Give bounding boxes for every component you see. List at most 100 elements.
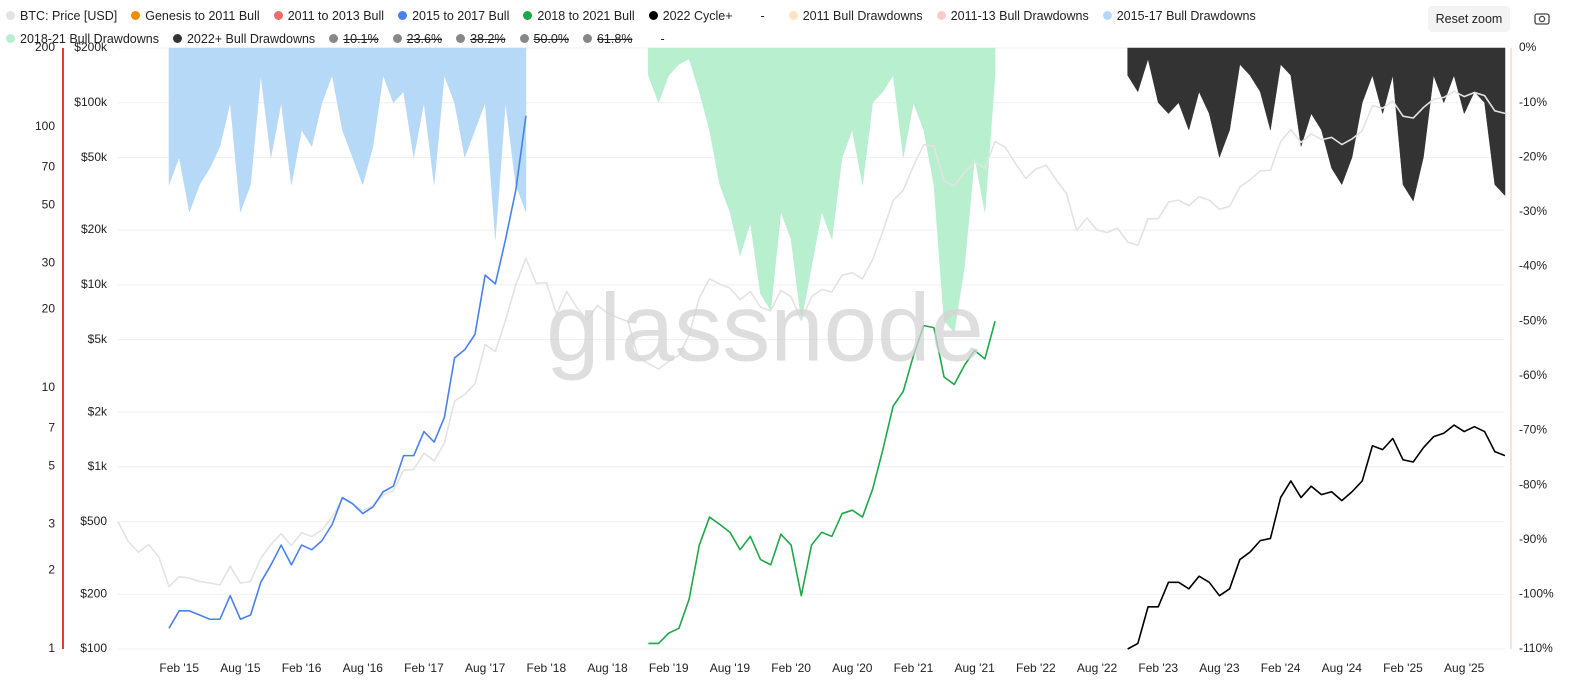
y2-tick-label: 7 (48, 420, 55, 434)
y2-tick-label: 3 (48, 517, 55, 531)
y2-tick-label: 5 (48, 459, 55, 473)
legend-label: Genesis to 2011 Bull (145, 8, 260, 23)
drawdown-area (1127, 47, 1506, 202)
legend-item[interactable]: BTC: Price [USD] (6, 4, 117, 27)
legend-swatch (456, 34, 466, 43)
legend-item[interactable]: 2011-13 Bull Drawdowns (936, 4, 1089, 27)
legend-item[interactable]: 2011 to 2013 Bull (273, 4, 385, 27)
legend-item[interactable]: 2022+ Bull Drawdowns (172, 27, 316, 50)
y3-tick-label: -20% (1519, 149, 1547, 163)
series-line (1127, 424, 1506, 650)
legend-item[interactable]: 2018-21 Bull Drawdowns (6, 27, 159, 50)
legend-item[interactable]: 2022 Cycle+ (648, 4, 733, 27)
legend-item[interactable]: 2015 to 2017 Bull (398, 4, 509, 27)
x-tick-label: Feb '21 (894, 661, 934, 675)
y3-tick-label: 0% (1519, 40, 1537, 54)
y2-tick-label: 2 (48, 563, 55, 577)
legend-label: 23.6% (406, 31, 443, 46)
legend-swatch (582, 34, 592, 43)
x-tick-label: Feb '17 (404, 661, 444, 675)
legend-label: 2018-21 Bull Drawdowns (20, 31, 159, 46)
y3-tick-label: -30% (1519, 204, 1547, 218)
y-tick-label: $1k (88, 459, 108, 473)
y3-tick-label: -60% (1519, 368, 1547, 382)
legend-label: 38.2% (470, 31, 506, 46)
y2-tick-label: 1 (48, 641, 55, 655)
y3-tick-label: -90% (1519, 532, 1547, 546)
x-tick-label: Aug '19 (710, 661, 751, 675)
camera-body (1534, 13, 1550, 25)
legend-item[interactable]: 38.2% (456, 27, 506, 50)
legend-swatch (936, 11, 946, 20)
series-line (168, 115, 527, 629)
legend-label: 2022+ Bull Drawdowns (186, 31, 316, 46)
y-tick-label: $20k (81, 222, 108, 236)
legend-swatch (1102, 11, 1112, 20)
y3-tick-label: -110% (1519, 641, 1553, 655)
legend-item[interactable]: 2011 Bull Drawdowns (788, 4, 923, 27)
legend-label: - (660, 31, 665, 46)
legend-swatch (392, 34, 402, 43)
camera-lens (1538, 15, 1546, 23)
y-tick-label: $200k (74, 40, 108, 54)
x-tick-label: Feb '18 (527, 661, 567, 675)
y-tick-label: $10k (81, 277, 108, 291)
y3-tick-label: -40% (1519, 259, 1547, 273)
watermark: glassnode (546, 274, 984, 381)
legend-swatch (6, 34, 15, 43)
legend-item[interactable]: 2018 to 2021 Bull (523, 4, 635, 27)
x-tick-label: Aug '20 (832, 661, 873, 675)
legend-swatch (398, 11, 408, 20)
x-tick-label: Feb '23 (1138, 661, 1178, 675)
legend-label: 2018 to 2021 Bull (537, 8, 635, 23)
x-tick-label: Feb '22 (1016, 661, 1056, 675)
camera-icon[interactable] (1534, 13, 1550, 25)
legend-item[interactable]: 10.1% (329, 27, 379, 50)
y-tick-label: $200 (80, 586, 107, 600)
legend-swatch (329, 34, 339, 43)
legend-item[interactable]: Genesis to 2011 Bull (131, 4, 260, 27)
y-tick-label: $50k (81, 150, 108, 164)
y-tick-label: $100k (74, 95, 108, 109)
x-tick-label: Aug '18 (587, 661, 628, 675)
legend-swatch (131, 11, 141, 20)
y2-tick-label: 30 (42, 255, 56, 269)
x-tick-label: Feb '20 (771, 661, 811, 675)
legend-swatch (6, 11, 15, 20)
y3-tick-label: -50% (1519, 313, 1547, 327)
x-tick-label: Aug '22 (1077, 661, 1118, 675)
x-tick-label: Feb '15 (159, 661, 199, 675)
y2-tick-label: 100 (35, 119, 55, 133)
legend-label: 2011 to 2013 Bull (287, 8, 385, 23)
legend-item[interactable]: 23.6% (392, 27, 443, 50)
y-tick-label: $500 (80, 514, 107, 528)
x-tick-label: Aug '24 (1322, 661, 1363, 675)
legend-label: - (760, 8, 765, 23)
x-tick-label: Aug '15 (220, 661, 261, 675)
legend-label: 2015-17 Bull Drawdowns (1116, 8, 1256, 23)
legend-swatch (273, 11, 283, 20)
y3-tick-label: -80% (1519, 477, 1547, 491)
y2-tick-label: 70 (42, 159, 56, 173)
x-tick-label: Feb '19 (649, 661, 689, 675)
legend-item[interactable]: - (660, 27, 664, 50)
legend-item[interactable]: 2015-17 Bull Drawdowns (1102, 4, 1256, 27)
y3-tick-label: -70% (1519, 423, 1547, 437)
legend-item[interactable]: 50.0% (519, 27, 569, 50)
x-tick-label: Aug '25 (1444, 661, 1485, 675)
legend-item[interactable]: 61.8% (582, 27, 633, 50)
legend-swatch (523, 11, 533, 20)
legend-item[interactable]: - (761, 4, 765, 27)
legend-label: BTC: Price [USD] (20, 8, 118, 23)
x-tick-label: Aug '21 (955, 661, 996, 675)
legend-label: 50.0% (533, 31, 569, 46)
legend-label: 61.8% (596, 31, 633, 46)
legend-label: 2015 to 2017 Bull (412, 8, 510, 23)
reset-zoom-button[interactable]: Reset zoom (1428, 6, 1510, 32)
legend-label: 2011 Bull Drawdowns (802, 8, 923, 23)
legend-swatch (519, 34, 529, 43)
x-tick-label: Aug '23 (1199, 661, 1240, 675)
y2-tick-label: 20 (42, 301, 56, 315)
